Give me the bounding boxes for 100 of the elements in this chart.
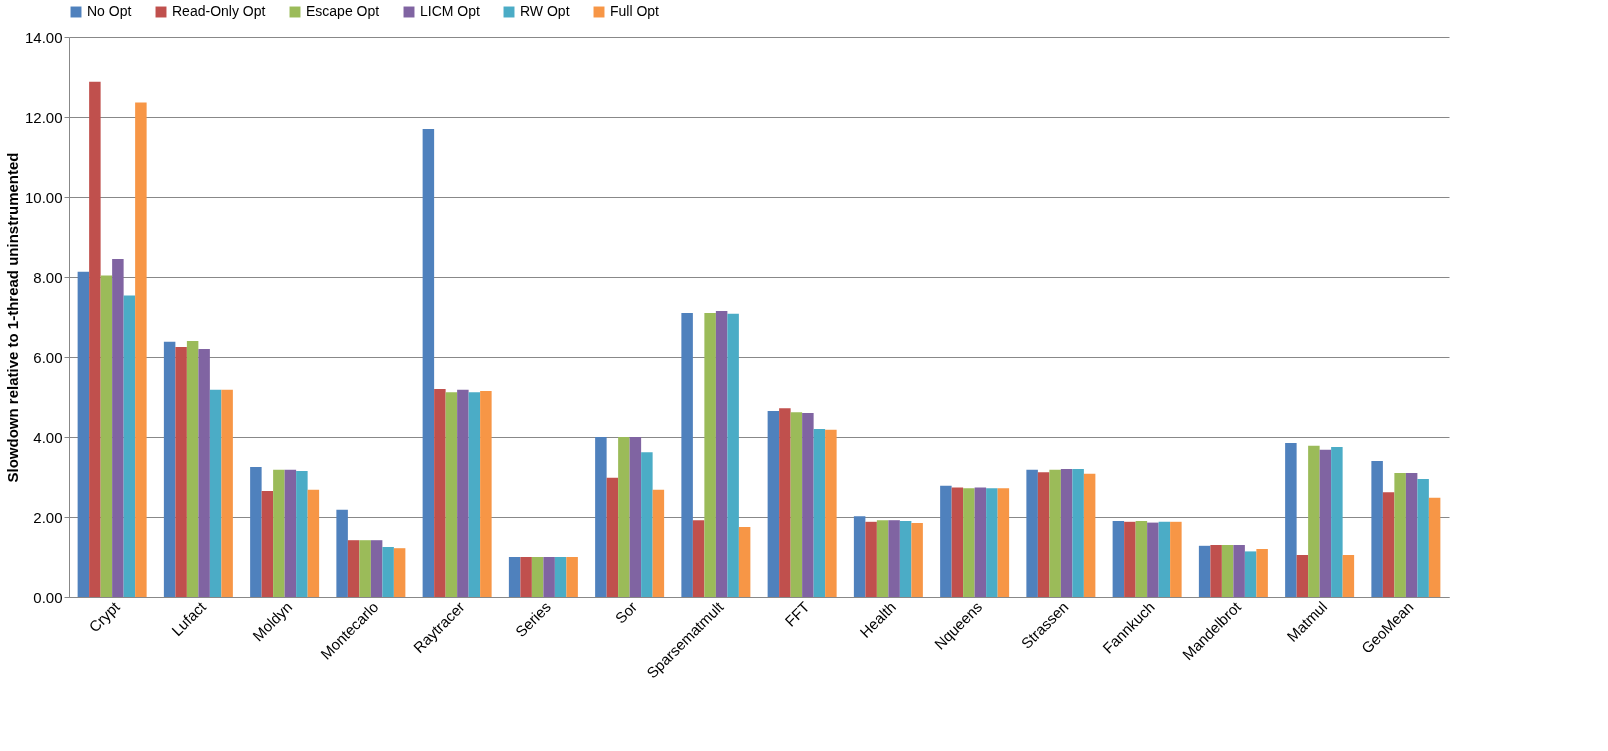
bar (554, 557, 567, 597)
bar (296, 471, 308, 597)
y-tick-label: 12.00 (24, 108, 63, 126)
bar (393, 548, 406, 597)
legend-label: LICM Opt (420, 3, 481, 19)
bar (508, 557, 521, 597)
bar (825, 429, 837, 597)
bar (1112, 521, 1125, 597)
bar (89, 81, 101, 597)
bar (963, 488, 975, 597)
bar (986, 488, 998, 597)
bar (1158, 521, 1171, 597)
y-tick-label: 2.00 (33, 508, 63, 526)
bar (681, 313, 693, 597)
bar (250, 467, 262, 597)
bar (1428, 497, 1441, 597)
bar (382, 547, 394, 597)
bar (135, 102, 147, 597)
bar (422, 129, 435, 597)
bar (336, 509, 348, 597)
bar (1233, 545, 1245, 597)
bar (123, 295, 136, 597)
bar (813, 429, 826, 597)
legend-label: No Opt (87, 3, 132, 19)
bar (1060, 469, 1073, 597)
y-axis-title: Slowdown relative to 1-thread uninstrumented (3, 152, 21, 483)
bar (1256, 549, 1268, 597)
bar (520, 557, 532, 597)
x-tick-label: Sor (611, 598, 641, 627)
bar (112, 259, 124, 597)
bar (629, 437, 642, 597)
bar (790, 412, 803, 597)
bar (911, 523, 923, 597)
bar (715, 311, 728, 597)
bar (1371, 461, 1383, 597)
bar (997, 488, 1010, 597)
bar (163, 341, 176, 597)
bar (1026, 469, 1038, 597)
bar (1244, 551, 1257, 597)
bar (445, 392, 458, 597)
bar (175, 347, 187, 597)
bar (1296, 555, 1309, 597)
bar (273, 469, 285, 597)
bar (704, 313, 716, 597)
bar (468, 392, 481, 597)
bar (738, 527, 751, 597)
y-tick-label: 6.00 (33, 348, 63, 366)
legend-label: Read-Only Opt (172, 3, 266, 19)
bar (347, 540, 360, 597)
bar (1417, 479, 1429, 597)
bar (480, 391, 492, 597)
bar (727, 313, 739, 597)
bar (543, 557, 555, 597)
bar (641, 452, 653, 597)
legend-label: Escape Opt (306, 3, 380, 19)
bar (974, 487, 987, 597)
bar (692, 520, 705, 597)
bar (100, 275, 113, 597)
bar (370, 540, 383, 597)
bar (359, 540, 371, 597)
bar (566, 557, 578, 597)
bar (186, 341, 199, 597)
y-tick-label: 14.00 (24, 28, 63, 46)
bar (1210, 545, 1222, 597)
bar (1170, 521, 1182, 597)
bar (1331, 447, 1343, 597)
bar (1083, 473, 1096, 597)
bar (209, 389, 222, 597)
bar (951, 487, 964, 597)
y-tick-label: 10.00 (24, 188, 63, 206)
bar (779, 408, 791, 597)
bar (1382, 492, 1395, 597)
y-tick-label: 8.00 (33, 268, 63, 286)
bar (606, 477, 619, 597)
bar (307, 489, 320, 597)
legend-label: Full Opt (610, 3, 660, 19)
bar (853, 516, 866, 597)
bar (865, 521, 877, 597)
bar (1394, 473, 1406, 597)
bar (1072, 469, 1084, 597)
bar (1319, 449, 1332, 597)
bar (1405, 473, 1418, 597)
bar (940, 485, 952, 597)
y-tick-label: 0.00 (33, 588, 63, 606)
bar (457, 389, 469, 597)
bar (284, 469, 297, 597)
bar (531, 557, 544, 597)
bar (1049, 469, 1061, 597)
y-tick-label: 4.00 (33, 428, 63, 446)
bar (198, 349, 210, 597)
legend-label: RW Opt (520, 3, 570, 19)
bar (595, 437, 607, 597)
bar (1285, 443, 1297, 597)
bar (802, 413, 814, 597)
bar (434, 389, 446, 597)
bar (888, 520, 900, 597)
bar (221, 389, 233, 597)
bar (767, 411, 780, 597)
bar (1037, 472, 1050, 597)
bar (1124, 521, 1136, 597)
